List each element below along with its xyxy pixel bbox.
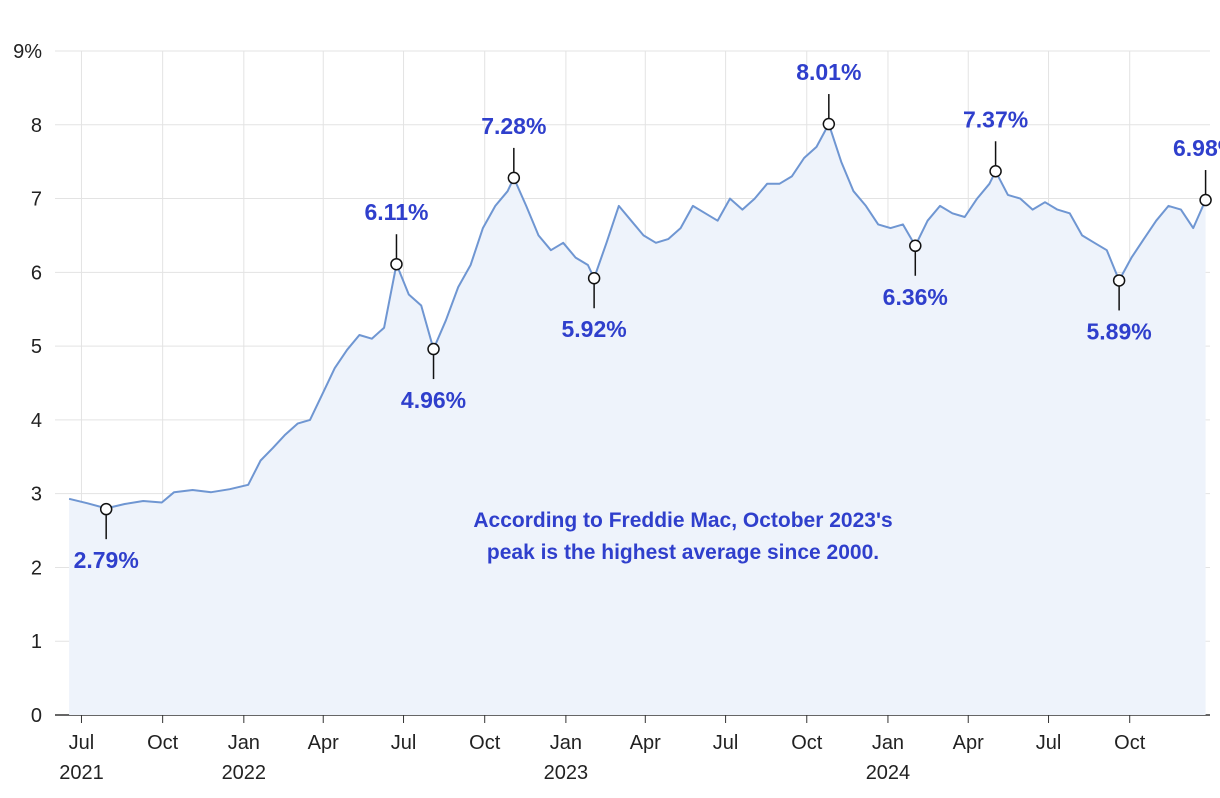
y-tick-label: 6 [31,262,42,284]
annotation-marker [989,165,1002,178]
axes: 0 1 2 3 4 5 6 7 8 9% Jul 2021 Oct Jan 2022 Apr Jul Oct Jan… [13,41,1146,784]
y-tick-label: 7 [31,189,42,211]
annotation-marker [909,239,922,253]
annotation-marker [507,171,521,185]
x-tick-label: Jul [69,732,95,754]
annotation-marker [822,117,836,131]
area [69,124,1206,715]
series-line [68,123,1207,510]
x-tick-label: Apr [308,732,339,754]
series-line-group [68,123,1207,510]
annotation-label: 5.92% [562,316,627,342]
annotations: 2.79% 6.11% 4.96% 7.28% 5.92% 8.01% 6.36% 7.37%… [74,59,1220,573]
x-tick-label: Apr [630,732,661,754]
x-tick-label: Oct [791,732,823,754]
annotation-marker [1199,193,1212,207]
series-area [69,124,1206,715]
x-tick-label: Apr [953,732,984,754]
x-tick-label: Jan [228,732,260,754]
x-tick-label: Oct [469,732,501,754]
y-tick-label: 2 [31,557,42,579]
note: According to Freddie Mac, October 2023's… [473,509,892,564]
y-tick-label: 9% [13,41,42,63]
note-line-2: peak is the highest average since 2000. [487,541,879,564]
annotation-label: 5.89% [1087,318,1152,344]
annotation-marker [1112,274,1126,287]
y-tick-label: 8 [31,115,42,137]
annotation-label: 6.36% [883,284,948,310]
annotation-label: 6.11% [364,199,428,225]
x-tick-label: Jul [391,732,417,754]
y-tick-label: 3 [31,484,42,506]
x-tick-label: Jan [872,732,904,754]
y-tick-label: 1 [31,631,42,653]
annotation-label: 8.01% [796,59,861,85]
x-tick-label: Jan [550,732,582,754]
annotation-label: 2.79% [74,547,139,573]
annotation-marker [587,271,601,285]
x-tick-year: 2024 [866,762,911,784]
annotation-label: 7.28% [481,113,546,139]
y-tick-label: 0 [31,705,42,727]
x-tick-label: Jul [1036,732,1062,754]
annotation-label: 4.96% [401,387,466,413]
annotation-marker [99,502,113,516]
x-tick-year: 2023 [544,762,589,784]
x-tick-label: Oct [1114,732,1146,754]
annotation-marker [427,342,440,356]
annotation-marker [390,257,403,271]
note-line-1: According to Freddie Mac, October 2023's [473,509,892,532]
x-tick-year: 2022 [222,762,267,784]
x-tick-label: Jul [713,732,739,754]
annotation-label: 6.98% [1173,135,1220,161]
annotation-label: 7.37% [963,106,1028,132]
y-tick-label: 4 [31,410,42,432]
x-tick-label: Oct [147,732,179,754]
x-tick-year: 2021 [59,762,104,784]
y-tick-label: 5 [31,336,42,358]
